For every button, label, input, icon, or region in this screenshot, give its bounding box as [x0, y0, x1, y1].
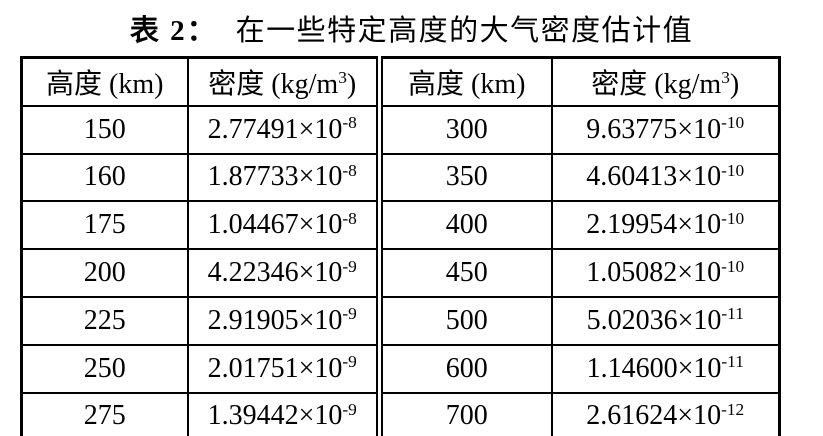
- header-superscript: 3: [338, 68, 347, 88]
- density-cell: 1.87733×10-8: [186, 152, 381, 203]
- col-header-altitude-left: 高度 (km): [20, 56, 189, 107]
- density-cell: 1.14600×10-11: [550, 343, 781, 394]
- header-superscript: 3: [721, 68, 730, 88]
- density-cell: 5.02036×10-11: [550, 295, 781, 346]
- exponent: -8: [342, 113, 357, 133]
- table-row: 225 2.91905×10-9 500 5.02036×10-11: [20, 295, 781, 346]
- exponent: -8: [342, 160, 357, 180]
- table-caption-text: 在一些特定高度的大气密度估计值: [235, 15, 694, 47]
- col-header-density-right: 密度 (kg/m3): [550, 56, 781, 107]
- altitude-cell: 150: [20, 104, 189, 155]
- exponent: -10: [721, 208, 745, 228]
- density-cell: 1.05082×10-10: [550, 248, 781, 298]
- altitude-cell: 160: [20, 152, 189, 203]
- table-caption-label: 表 2：: [129, 15, 218, 47]
- table-row: 160 1.87733×10-8 350 4.60413×10-10: [20, 152, 781, 203]
- density-cell: 1.04467×10-8: [186, 200, 381, 251]
- altitude-cell: 700: [376, 391, 553, 436]
- table-row: 175 1.04467×10-8 400 2.19954×10-10: [20, 200, 781, 251]
- density-cell: 1.39442×10-9: [186, 391, 381, 436]
- exponent: -12: [721, 399, 745, 419]
- altitude-cell: 350: [376, 152, 553, 203]
- altitude-cell: 225: [20, 295, 189, 346]
- altitude-cell: 275: [20, 391, 189, 436]
- altitude-cell: 250: [20, 343, 189, 394]
- density-cell: 2.01751×10-9: [186, 343, 381, 394]
- density-cell: 2.19954×10-10: [550, 200, 781, 251]
- exponent: -10: [721, 256, 745, 276]
- exponent: -10: [721, 160, 745, 180]
- density-cell: 2.91905×10-9: [186, 295, 381, 346]
- altitude-cell: 200: [20, 248, 189, 298]
- altitude-cell: 300: [376, 104, 553, 155]
- exponent: -8: [342, 208, 357, 228]
- density-cell: 9.63775×10-10: [550, 104, 781, 155]
- altitude-cell: 400: [376, 200, 553, 251]
- altitude-cell: 450: [376, 248, 553, 298]
- table-caption: 表 2： 在一些特定高度的大气密度估计值: [0, 0, 823, 56]
- exponent: -9: [342, 304, 357, 324]
- table-row: 250 2.01751×10-9 600 1.14600×10-11: [20, 343, 781, 394]
- table-row: 200 4.22346×10-9 450 1.05082×10-10: [20, 248, 781, 298]
- exponent: -10: [721, 113, 745, 133]
- density-cell: 2.61624×10-12: [550, 391, 781, 436]
- exponent: -11: [721, 352, 744, 372]
- density-cell: 4.60413×10-10: [550, 152, 781, 203]
- exponent: -11: [721, 304, 744, 324]
- col-header-altitude-right: 高度 (km): [376, 56, 553, 107]
- col-header-density-left: 密度 (kg/m3): [186, 56, 381, 107]
- altitude-cell: 175: [20, 200, 189, 251]
- exponent: -9: [342, 352, 357, 372]
- table-row: 150 2.77491×10-8 300 9.63775×10-10: [20, 104, 781, 155]
- table-row: 275 1.39442×10-9 700 2.61624×10-12: [20, 391, 781, 436]
- exponent: -9: [342, 256, 357, 276]
- density-cell: 4.22346×10-9: [186, 248, 381, 298]
- altitude-cell: 600: [376, 343, 553, 394]
- altitude-cell: 500: [376, 295, 553, 346]
- header-row: 高度 (km) 密度 (kg/m3) 高度 (km) 密度 (kg/m3): [20, 56, 781, 107]
- density-cell: 2.77491×10-8: [186, 104, 381, 155]
- exponent: -9: [342, 399, 357, 419]
- density-table: 高度 (km) 密度 (kg/m3) 高度 (km) 密度 (kg/m3) 15…: [20, 56, 781, 436]
